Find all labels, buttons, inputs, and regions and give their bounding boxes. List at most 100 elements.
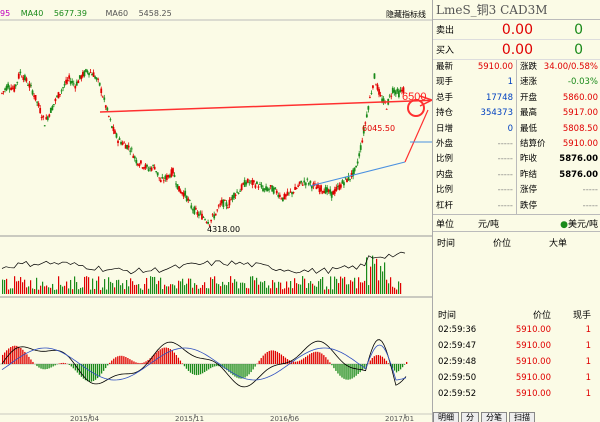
- volume-bar: [336, 278, 338, 294]
- chart-area[interactable]: 6500 6045.50 4318.00 2015/04 2015/11 2016/06 2…: [0, 0, 432, 422]
- quote-value: -0.03%: [567, 77, 598, 88]
- candle-body: [375, 84, 377, 86]
- currency-selector[interactable]: ●美元/吨: [560, 219, 598, 230]
- candle-body: [379, 95, 382, 97]
- candle-body: [365, 114, 368, 118]
- candle-body: [103, 97, 106, 100]
- quote-cell: 开盘 5860.00: [517, 91, 600, 106]
- candle-body: [259, 184, 261, 185]
- volume-bar: [216, 283, 218, 294]
- bottom-tab[interactable]: 分: [461, 412, 479, 422]
- macd-bar: [141, 362, 143, 364]
- volume-bar: [272, 280, 274, 294]
- candle-body: [234, 194, 237, 197]
- candle-body: [240, 184, 243, 190]
- bottom-tab[interactable]: 明细: [433, 412, 459, 422]
- candle-body: [199, 212, 202, 214]
- volume-bar: [264, 280, 266, 294]
- unit-label: 单位: [436, 219, 455, 230]
- quote-value: 5876.00: [559, 154, 598, 165]
- volume-bar: [128, 286, 130, 294]
- volume-bar: [360, 282, 362, 294]
- candle-body: [364, 122, 367, 124]
- macd-bar: [62, 362, 64, 364]
- volume-bar: [316, 286, 318, 294]
- candle-body: [167, 174, 170, 178]
- volume-bar: [400, 283, 402, 294]
- candle-body: [219, 203, 222, 205]
- quote-cell: 杠杆 -----: [433, 198, 517, 214]
- macd-bar: [133, 361, 135, 364]
- buy-row[interactable]: 买入 0.00 0: [433, 40, 600, 60]
- macd-bar: [189, 364, 192, 373]
- quote-cell: 日增 0: [433, 121, 517, 137]
- candle-body: [1, 92, 3, 94]
- candle-body: [266, 188, 269, 192]
- candle-body: [260, 184, 263, 188]
- candle-body: [222, 199, 225, 207]
- macd-bar: [347, 364, 349, 380]
- volume-bar: [162, 289, 164, 294]
- candle-body: [204, 219, 206, 221]
- volume-bar: [260, 281, 262, 294]
- macd-bar: [125, 357, 127, 364]
- target-label: 6500: [402, 91, 426, 103]
- candle-body: [7, 83, 10, 88]
- candle-body: [288, 192, 290, 194]
- volume-bar: [268, 285, 270, 294]
- quote-cell: 比例 -----: [433, 183, 517, 199]
- candle-body: [34, 94, 37, 101]
- macd-bar: [337, 364, 339, 374]
- candle-body: [62, 87, 64, 89]
- macd-bar: [187, 364, 190, 371]
- candle-body: [352, 169, 354, 177]
- volume-bar: [310, 281, 312, 294]
- candle-body: [107, 115, 110, 117]
- candle-body: [277, 195, 280, 197]
- candle-body: [289, 191, 292, 193]
- quote-cell: 最新 5910.00: [433, 60, 517, 76]
- candle-body: [208, 224, 211, 226]
- volume-bar: [164, 284, 166, 294]
- candle-body: [257, 186, 260, 188]
- bottom-tab[interactable]: 扫描: [509, 412, 535, 422]
- volume-bar: [182, 278, 184, 294]
- macd-bar: [222, 364, 224, 368]
- macd-bar: [343, 364, 345, 379]
- macd-bar: [26, 354, 28, 364]
- macd-bar: [260, 358, 262, 364]
- macd-bar: [234, 364, 236, 377]
- unit-value: 元/吨: [478, 219, 500, 230]
- big-order-header: 时间 价位 大单: [433, 236, 600, 249]
- macd-bar: [212, 364, 214, 368]
- macd-bar: [155, 352, 157, 364]
- hide-indicator-button[interactable]: 隐藏指标线: [386, 10, 426, 19]
- candle-body: [193, 206, 196, 214]
- tick-list[interactable]: 02:59:36 5910.00 1 02:59:47 5910.00 1 02:59:48…: [433, 322, 600, 402]
- candle-body: [97, 78, 100, 80]
- candle-body: [231, 195, 234, 200]
- candle-body: [341, 180, 344, 184]
- candle-body: [373, 73, 376, 79]
- macd-dea-line: [1, 344, 407, 381]
- volume-bar: [398, 281, 400, 294]
- volume-bar: [386, 279, 388, 294]
- bottom-tab[interactable]: 分笔: [481, 412, 507, 422]
- sell-row[interactable]: 卖出 0.00 0: [433, 20, 600, 40]
- kline-chart[interactable]: 6500 6045.50 4318.00 2015/04 2015/11 2016/06 2…: [0, 0, 432, 422]
- volume-bar: [28, 286, 30, 294]
- macd-bar: [349, 364, 351, 380]
- candle-body: [82, 72, 84, 77]
- candle-body: [11, 87, 14, 89]
- candle-body: [343, 182, 345, 186]
- macd-bar: [32, 361, 34, 364]
- candle-body: [309, 180, 312, 183]
- candle-body: [115, 133, 118, 138]
- quote-cell: 最低 5808.50: [517, 122, 600, 137]
- macd-bar: [151, 356, 153, 364]
- candle-body: [130, 148, 133, 150]
- buy-label: 买入: [436, 46, 455, 56]
- volume-bar: [18, 280, 20, 294]
- quote-row: 最新 5910.00 涨跌 34.00/0.58%: [433, 60, 600, 76]
- candle-body: [118, 138, 121, 140]
